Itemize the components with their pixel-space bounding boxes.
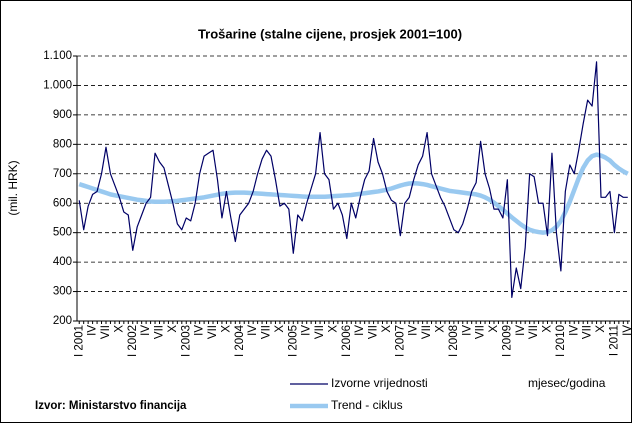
series-line <box>78 61 628 299</box>
x-tick-label: VII <box>154 325 166 339</box>
plot-area <box>77 56 630 321</box>
x-tick-label: IV <box>622 325 632 336</box>
x-tick-label: IV <box>87 325 99 336</box>
chart-title: Trošarine (stalne cijene, prosjek 2001=1… <box>198 26 462 41</box>
x-tick-label: I 2005 <box>287 325 299 357</box>
x-tick-label: VII <box>100 325 112 339</box>
x-tick-label: I 2006 <box>341 325 353 357</box>
x-tick-label: IV <box>568 325 580 336</box>
x-tick-label: VII <box>261 325 273 339</box>
x-tick-label: X <box>434 325 446 333</box>
x-axis-label: mjesec/godina <box>528 376 606 390</box>
series-line <box>78 152 629 235</box>
y-tick-label: 1.100 <box>43 50 72 62</box>
y-axis-label: (mil. HRK) <box>6 160 20 215</box>
x-tick-label: VII <box>421 325 433 339</box>
legend-label: Izvorne vrijednosti <box>331 376 428 390</box>
x-tick-label: I 2009 <box>501 325 513 357</box>
x-tick-label: X <box>542 325 554 333</box>
x-tick-label: I 2007 <box>394 325 406 357</box>
x-tick-label: I 2003 <box>180 325 192 357</box>
x-tick-label: IV <box>301 325 313 336</box>
x-tick-label: IV <box>140 325 152 336</box>
x-tick-label: X <box>274 325 286 333</box>
x-tick-label: IV <box>461 325 473 336</box>
x-tick-label: I 2002 <box>127 325 139 357</box>
x-tick-label: I 2011 <box>608 325 620 356</box>
x-tick-label: VII <box>368 325 380 339</box>
x-tick-label: VII <box>207 325 219 339</box>
legend-label: Trend - ciklus <box>331 398 403 412</box>
y-tick-label: 700 <box>53 168 72 180</box>
x-tick-label: VII <box>475 325 487 339</box>
x-tick-label: X <box>488 325 500 333</box>
x-tick-label: VII <box>582 325 594 339</box>
x-tick-label: VII <box>528 325 540 339</box>
y-tick-label: 1.000 <box>43 79 72 91</box>
x-tick-label: IV <box>194 325 206 336</box>
x-tick-label: IV <box>408 325 420 336</box>
y-tick-label: 600 <box>53 197 72 209</box>
x-tick-label: I 2004 <box>234 324 246 357</box>
x-tick-label: I 2010 <box>555 325 567 357</box>
x-tick-label: X <box>113 325 125 333</box>
y-tick-label: 900 <box>53 109 72 121</box>
y-tick-label: 300 <box>53 286 72 298</box>
source: Izvor: Ministarstvo financija <box>35 400 187 412</box>
x-tick-label: X <box>327 325 339 333</box>
x-tick-label: X <box>381 325 393 333</box>
x-tick-label: VII <box>314 325 326 339</box>
y-tick-label: 400 <box>53 256 72 268</box>
x-tick-label: IV <box>354 325 366 336</box>
x-tick-label: IV <box>247 325 259 336</box>
x-tick-label: I 2008 <box>448 325 460 357</box>
x-tick-label: IV <box>515 325 527 336</box>
y-tick-label: 800 <box>53 138 72 150</box>
y-tick-label: 500 <box>53 227 72 239</box>
y-tick-label: 200 <box>53 315 72 327</box>
x-tick-label: X <box>167 325 179 333</box>
x-tick-label: I 2001 <box>73 325 85 357</box>
x-tick-label: X <box>595 325 607 333</box>
x-tick-label: X <box>220 325 232 333</box>
